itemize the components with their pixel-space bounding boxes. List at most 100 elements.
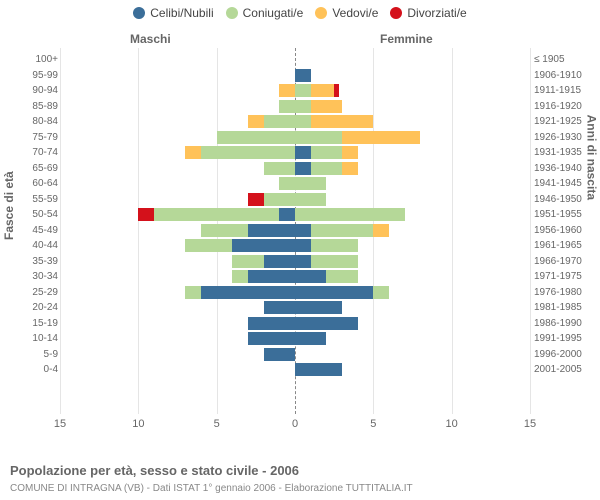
bar-row <box>60 99 530 114</box>
x-tick: 5 <box>214 418 220 430</box>
birth-label: 2001-2005 <box>534 364 594 375</box>
bar-row <box>60 114 530 129</box>
age-label: 0-4 <box>12 364 58 375</box>
male-header: Maschi <box>130 32 171 46</box>
bar-seg-f-o <box>295 177 326 190</box>
bar-seg-m-v <box>185 146 201 159</box>
bar-seg-f-v <box>311 84 335 97</box>
bar-row <box>60 300 530 315</box>
bar-seg-m-o <box>264 162 295 175</box>
x-tick: 15 <box>524 418 536 430</box>
x-tick: 10 <box>446 418 458 430</box>
age-label: 40-44 <box>12 240 58 251</box>
birth-label: 1936-1940 <box>534 163 594 174</box>
age-label: 15-19 <box>12 318 58 329</box>
legend-dot <box>315 7 327 19</box>
bar-seg-f-c <box>295 146 311 159</box>
bar-row <box>60 285 530 300</box>
bar-seg-f-c <box>295 332 326 345</box>
bar-seg-m-c <box>232 239 295 252</box>
bar-row <box>60 145 530 160</box>
birth-label: 1986-1990 <box>534 318 594 329</box>
bar-seg-m-c <box>248 332 295 345</box>
birth-label: 1976-1980 <box>534 287 594 298</box>
birth-label: 1906-1910 <box>534 70 594 81</box>
legend-item: Divorziati/e <box>390 6 466 20</box>
female-header: Femmine <box>380 32 433 46</box>
bar-seg-m-c <box>264 348 295 361</box>
legend-item: Celibi/Nubili <box>133 6 213 20</box>
bar-seg-f-c <box>295 363 342 376</box>
birth-label: 1911-1915 <box>534 85 594 96</box>
bar-seg-f-c <box>295 69 311 82</box>
age-label: 25-29 <box>12 287 58 298</box>
bar-seg-f-o <box>311 239 358 252</box>
bar-seg-f-v <box>342 131 420 144</box>
birth-label: 1931-1935 <box>534 147 594 158</box>
bar-row <box>60 347 530 362</box>
bar-row <box>60 83 530 98</box>
legend-dot <box>133 7 145 19</box>
bar-seg-m-c <box>264 255 295 268</box>
legend-label: Coniugati/e <box>243 6 304 20</box>
x-tick: 10 <box>132 418 144 430</box>
bar-seg-f-c <box>295 162 311 175</box>
bar-row <box>60 238 530 253</box>
legend-label: Vedovi/e <box>332 6 378 20</box>
bar-seg-m-o <box>217 131 295 144</box>
bar-seg-f-o <box>326 270 357 283</box>
bar-seg-f-v <box>311 115 374 128</box>
age-label: 85-89 <box>12 101 58 112</box>
bar-seg-m-o <box>264 115 295 128</box>
bar-seg-f-c <box>295 270 326 283</box>
bar-seg-m-v <box>248 115 264 128</box>
age-label: 75-79 <box>12 132 58 143</box>
age-label: 50-54 <box>12 209 58 220</box>
bar-seg-f-d <box>334 84 339 97</box>
legend-item: Vedovi/e <box>315 6 378 20</box>
bar-seg-f-o <box>295 208 405 221</box>
age-label: 65-69 <box>12 163 58 174</box>
birth-label: 1916-1920 <box>534 101 594 112</box>
bar-row <box>60 223 530 238</box>
bar-seg-f-o <box>295 100 311 113</box>
birth-label: 1971-1975 <box>534 271 594 282</box>
bar-seg-m-o <box>279 100 295 113</box>
bar-seg-m-o <box>279 177 295 190</box>
legend-dot <box>226 7 238 19</box>
bar-seg-f-o <box>373 286 389 299</box>
x-tick: 0 <box>292 418 298 430</box>
birth-label: 1946-1950 <box>534 194 594 205</box>
bar-seg-f-o <box>295 131 342 144</box>
age-label: 30-34 <box>12 271 58 282</box>
bar-seg-f-v <box>373 224 389 237</box>
bar-seg-m-c <box>248 317 295 330</box>
legend: Celibi/Nubili Coniugati/e Vedovi/e Divorzia… <box>0 6 600 22</box>
bar-seg-f-c <box>295 317 358 330</box>
bar-seg-f-o <box>295 84 311 97</box>
bar-seg-m-o <box>201 146 295 159</box>
bar-row <box>60 331 530 346</box>
bar-seg-f-c <box>295 239 311 252</box>
age-label: 55-59 <box>12 194 58 205</box>
bar-seg-m-c <box>264 301 295 314</box>
bar-seg-f-o <box>295 193 326 206</box>
age-label: 80-84 <box>12 116 58 127</box>
legend-label: Celibi/Nubili <box>150 6 213 20</box>
bar-seg-m-o <box>154 208 279 221</box>
bar-seg-f-v <box>311 100 342 113</box>
legend-label: Divorziati/e <box>407 6 466 20</box>
age-label: 10-14 <box>12 333 58 344</box>
x-axis: 15105051015 <box>60 414 530 438</box>
age-label: 95-99 <box>12 70 58 81</box>
bar-row <box>60 161 530 176</box>
birth-label: 1991-1995 <box>534 333 594 344</box>
bar-seg-m-d <box>138 208 154 221</box>
bar-row <box>60 130 530 145</box>
bar-seg-m-o <box>232 255 263 268</box>
bar-seg-f-o <box>311 146 342 159</box>
bar-seg-f-c <box>295 255 311 268</box>
bar-seg-f-c <box>295 224 311 237</box>
chart-container: Celibi/Nubili Coniugati/e Vedovi/e Divorzia… <box>0 0 600 500</box>
birth-label: 1996-2000 <box>534 349 594 360</box>
